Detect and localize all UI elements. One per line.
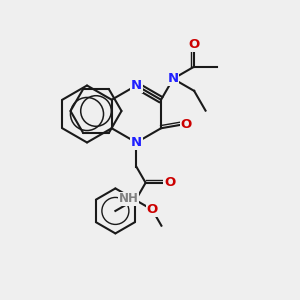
Text: N: N	[168, 72, 179, 85]
Text: O: O	[146, 203, 158, 216]
Text: O: O	[164, 176, 175, 189]
Text: NH: NH	[119, 192, 139, 205]
Text: N: N	[131, 136, 142, 149]
Text: N: N	[131, 79, 142, 92]
Text: O: O	[181, 118, 192, 131]
Text: O: O	[188, 38, 200, 51]
